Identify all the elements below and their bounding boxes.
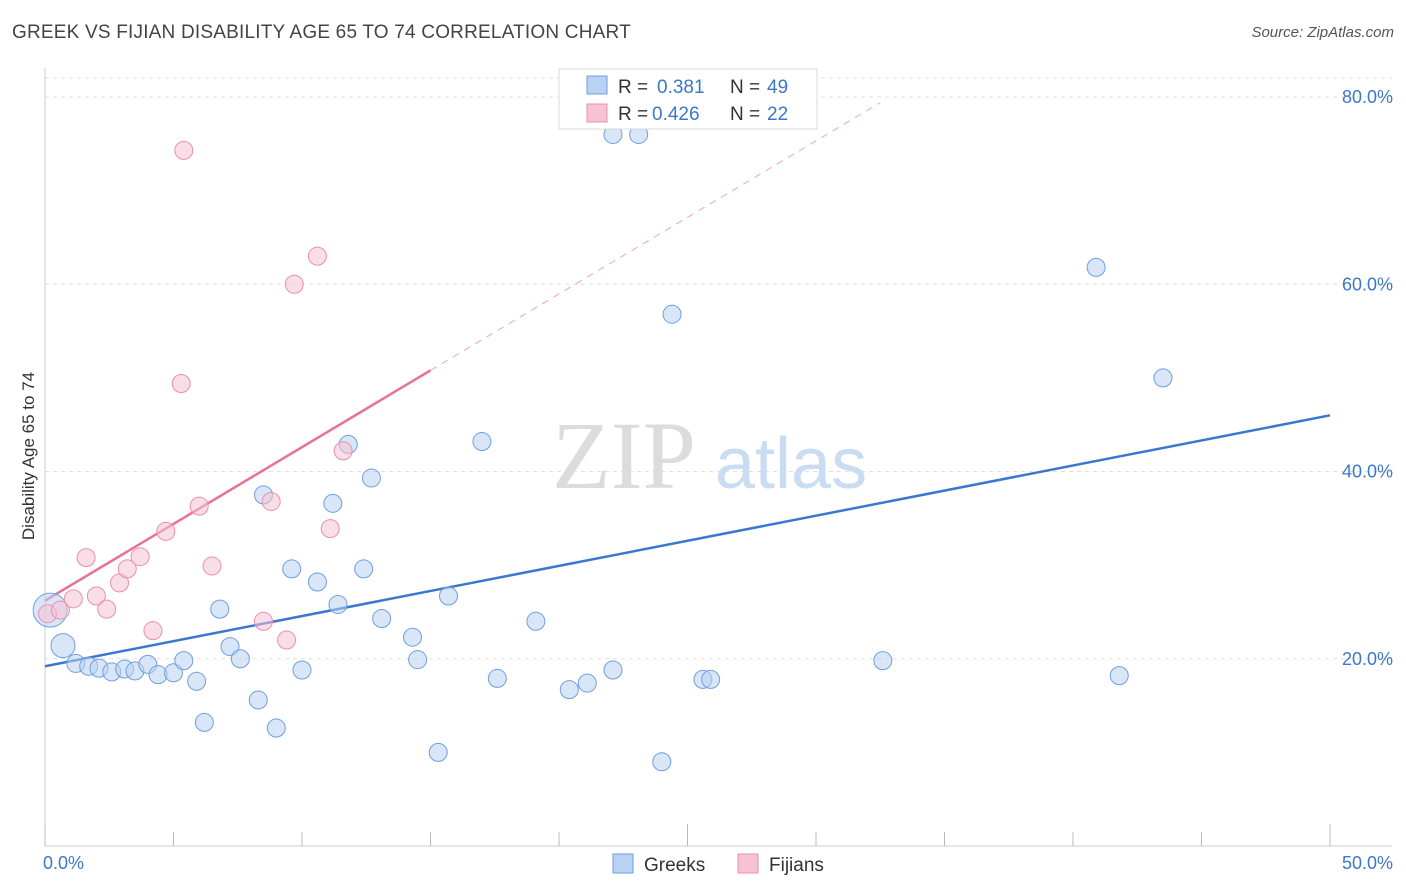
legend-n-label-fijians: N = [730,104,760,125]
point-fijians-4 [86,586,106,606]
point-greeks-47 [1109,666,1129,686]
point-greeks-30 [408,650,428,670]
watermark-atlas: atlas [715,424,867,504]
axes [44,68,1392,847]
point-greeks-46 [1086,257,1106,277]
legend-r-label-greeks: R = [618,77,648,98]
x-tick-label-max: 50.0% [1342,853,1393,873]
point-fijians-5 [97,599,117,619]
point-greeks-32 [438,586,458,606]
point-greeks-21 [292,660,312,680]
y-axis-label: Disability Age 65 to 74 [19,372,38,540]
legend-n-value-greeks: 49 [767,77,788,98]
point-fijians-9 [143,621,163,641]
point-fijians-16 [261,491,281,511]
point-fijians-7 [117,559,137,579]
series-legend: Greeks Fijians [612,853,824,876]
point-greeks-29 [403,627,423,647]
point-fijians-15 [253,611,273,631]
legend-n-label-greeks: N = [730,77,760,98]
grid-lines [45,77,1392,660]
point-greeks-27 [361,468,381,488]
trend-line-fijians-extension [430,102,881,371]
point-greeks-23 [323,493,343,513]
point-greeks-13 [194,712,214,732]
x-tick-label-min: 0.0% [43,853,84,873]
point-greeks-12 [187,671,207,691]
series-legend-label-fijians: Fijians [769,855,824,876]
series-legend-label-greeks: Greeks [644,855,705,876]
point-greeks-41 [652,752,672,772]
data-points [32,124,1173,772]
legend-swatch-fijians [586,103,608,123]
point-greeks-15 [220,637,240,657]
legend-r-label-fijians: R = [618,104,648,125]
y-tick-label-0: 20.0% [1342,649,1393,669]
point-greeks-45 [873,651,893,671]
point-greeks-48 [1153,368,1173,388]
point-greeks-28 [372,608,392,628]
point-greeks-24 [328,594,348,614]
point-greeks-37 [577,673,597,693]
trend-line-fijians [44,369,432,602]
y-tick-label-3: 80.0% [1342,87,1393,107]
point-greeks-16 [230,649,250,669]
point-fijians-21 [333,441,353,461]
point-fijians-10 [156,521,176,541]
point-greeks-33 [472,432,492,452]
point-fijians-11 [171,373,191,393]
trend-lines [44,102,1331,668]
point-greeks-36 [559,680,579,700]
source-label: Source: ZipAtlas.com [1251,24,1394,41]
point-fijians-14 [202,556,222,576]
point-greeks-22 [307,572,327,592]
legend-n-value-fijians: 22 [767,104,788,125]
point-greeks-11 [174,651,194,671]
chart-title: GREEK VS FIJIAN DISABILITY AGE 65 TO 74 … [12,22,631,43]
point-greeks-35 [526,611,546,631]
point-greeks-17 [248,690,268,710]
point-fijians-18 [284,274,304,294]
point-greeks-1 [50,633,76,659]
point-greeks-10 [164,663,183,683]
watermark-zip: ZIP [552,402,696,509]
point-fijians-13 [189,496,209,516]
legend-r-value-fijians: 0.426 [652,104,700,125]
point-fijians-8 [130,547,150,567]
tick-labels: 20.0% 40.0% 60.0% 80.0% 0.0% 50.0% [43,87,1393,873]
point-fijians-12 [174,140,194,160]
y-tick-label-1: 40.0% [1342,462,1393,482]
point-greeks-34 [487,668,507,688]
point-fijians-1 [50,600,70,620]
series-legend-swatch-greeks [612,853,634,874]
point-greeks-20 [282,559,302,579]
point-greeks-26 [354,559,374,579]
point-greeks-19 [266,718,286,738]
point-fijians-17 [277,630,297,650]
correlation-legend: R = 0.381 N = 49 R = 0.426 N = 22 [558,68,818,130]
point-fijians-2 [63,589,83,609]
y-tick-label-2: 60.0% [1342,274,1393,294]
legend-swatch-greeks [586,75,608,95]
point-greeks-44 [701,669,721,689]
series-legend-swatch-fijians [737,853,759,874]
legend-r-value-greeks: 0.381 [657,77,705,98]
point-greeks-14 [210,599,230,619]
point-fijians-3 [76,548,96,568]
point-fijians-20 [320,519,340,539]
point-greeks-38 [603,660,623,680]
point-greeks-42 [662,304,682,324]
point-greeks-31 [428,742,448,762]
point-fijians-19 [307,246,327,266]
